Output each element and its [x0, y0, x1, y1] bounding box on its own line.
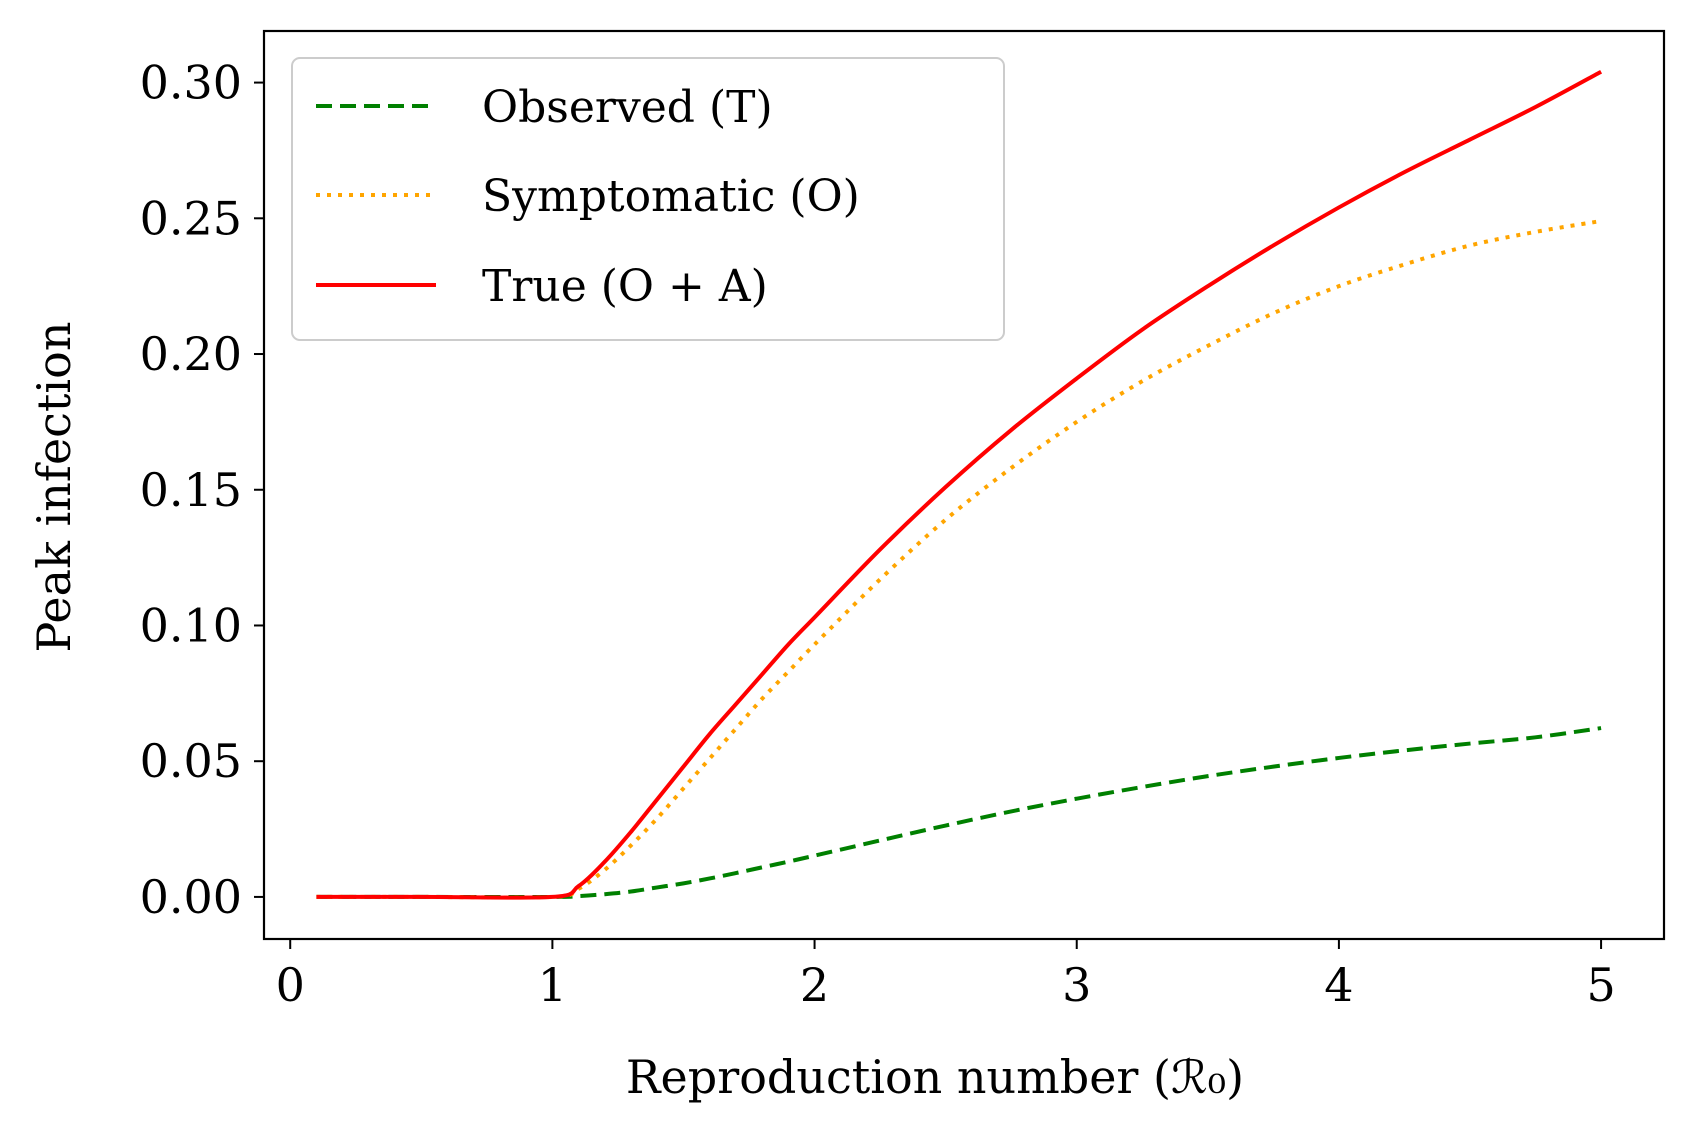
legend-label-observed: Observed (T): [482, 82, 773, 133]
x-axis-title: Reproduction number (ℛ₀): [626, 1050, 1244, 1104]
x-tick-label: 4: [1324, 958, 1353, 1012]
y-tick-label: 0.10: [140, 598, 242, 652]
y-tick-label: 0.15: [140, 463, 242, 517]
x-tick-label: 1: [538, 958, 567, 1012]
x-tick-label: 2: [800, 958, 829, 1012]
plot-lines: [316, 69, 1603, 900]
y-tick-label: 0.25: [140, 191, 242, 245]
series-line-true: [316, 69, 1603, 900]
y-ticks: 0.00 0.05 0.10 0.15 0.20 0.25 0.30: [140, 56, 264, 924]
legend-label-symptomatic: Symptomatic (O): [482, 171, 860, 222]
x-tick-label: 3: [1062, 958, 1091, 1012]
series-line-observed: [316, 726, 1602, 899]
x-tick-label: 5: [1586, 958, 1615, 1012]
y-axis-title: Peak infection: [27, 322, 81, 653]
y-tick-label: 0.05: [140, 734, 242, 788]
legend: Observed (T) Symptomatic (O) True (O + A…: [291, 57, 1005, 341]
legend-frame: [291, 57, 1005, 341]
series-line-symptomatic: [316, 219, 1602, 900]
x-ticks: 0 1 2 3 4 5: [276, 939, 1616, 1012]
axes-frame: [262, 29, 1666, 941]
y-tick-label: 0.20: [140, 327, 242, 381]
legend-label-true: True (O + A): [482, 261, 768, 312]
x-tick-label: 0: [276, 958, 305, 1012]
y-tick-label: 0.00: [140, 870, 242, 924]
y-tick-label: 0.30: [140, 56, 242, 110]
